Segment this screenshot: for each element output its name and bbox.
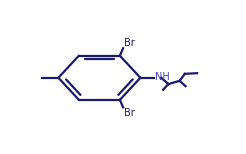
Text: Br: Br (124, 108, 134, 118)
Text: Br: Br (124, 38, 135, 48)
Text: NH: NH (154, 72, 169, 82)
